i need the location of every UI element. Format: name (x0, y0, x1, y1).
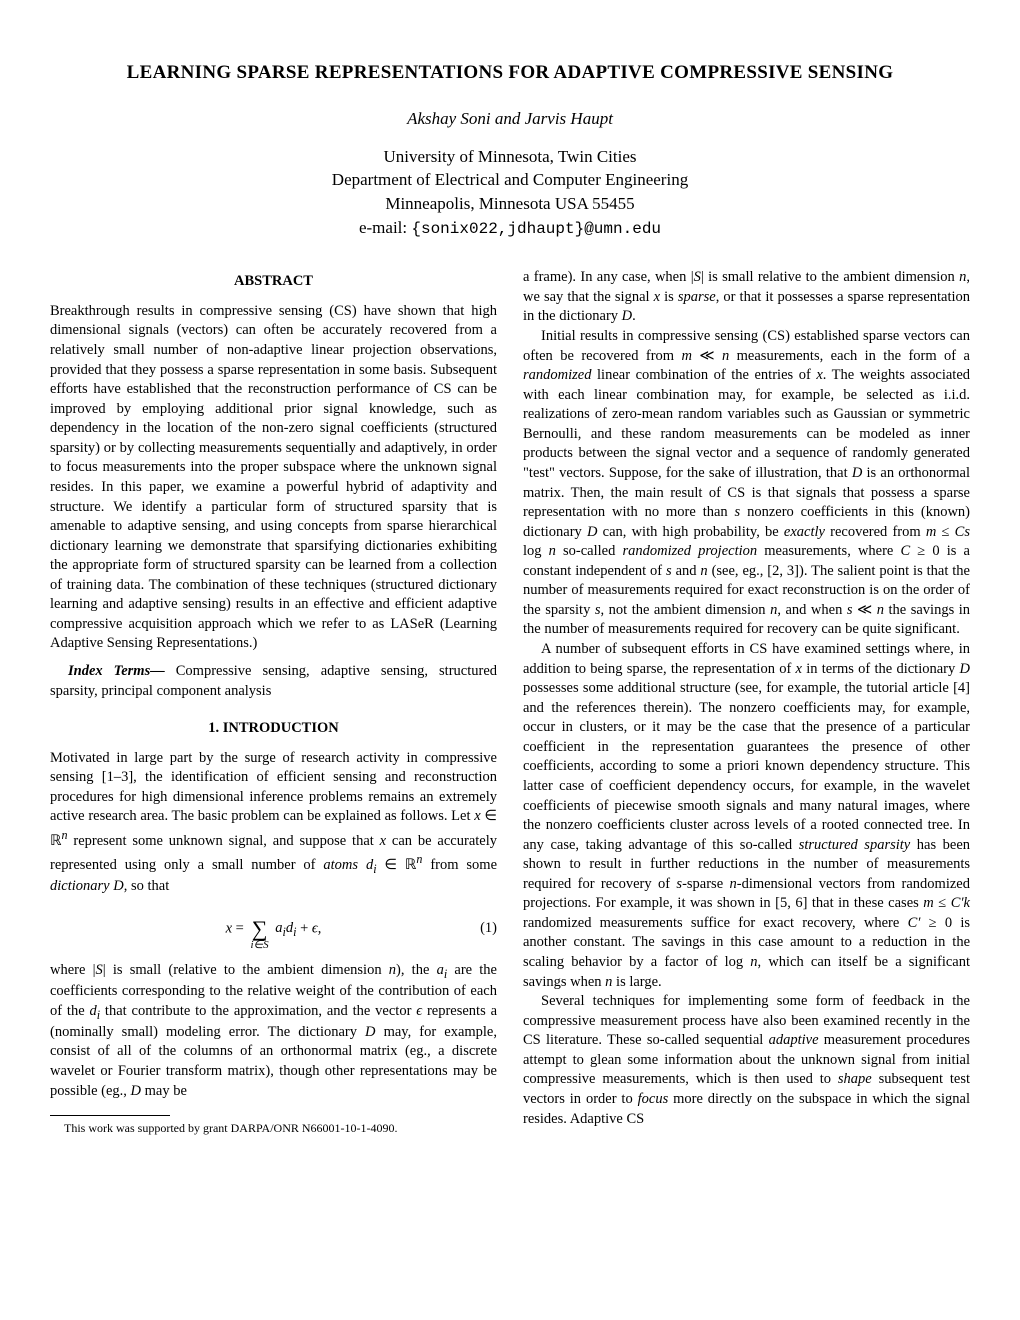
email-address: {sonix022,jdhaupt}@umn.edu (411, 220, 661, 238)
paper-authors: Akshay Soni and Jarvis Haupt (50, 108, 970, 131)
footnote-text: This work was supported by grant DARPA/O… (50, 1120, 497, 1136)
index-terms: Index Terms— Compressive sensing, adapti… (50, 662, 497, 701)
body-paragraph: Several techniques for implementing some… (523, 992, 970, 1129)
body-paragraph: A number of subsequent efforts in CS hav… (523, 640, 970, 992)
paper-title: LEARNING SPARSE REPRESENTATIONS FOR ADAP… (50, 60, 970, 86)
intro-heading: 1. INTRODUCTION (50, 719, 497, 739)
intro-paragraph-2: where |S| is small (relative to the ambi… (50, 961, 497, 1101)
intro-paragraph: Motivated in large part by the surge of … (50, 749, 497, 897)
equation-number: (1) (480, 919, 497, 939)
equation-1: x = ∑ i∈S aidi + ϵ, (1) (50, 907, 497, 951)
two-column-layout: ABSTRACT Breakthrough results in compres… (50, 268, 970, 1136)
body-paragraph: a frame). In any case, when |S| is small… (523, 268, 970, 327)
right-column: a frame). In any case, when |S| is small… (523, 268, 970, 1136)
body-paragraph: Initial results in compressive sensing (… (523, 327, 970, 640)
left-column: ABSTRACT Breakthrough results in compres… (50, 268, 497, 1136)
footnote-rule (50, 1115, 170, 1116)
abstract-heading: ABSTRACT (50, 272, 497, 292)
equation-sub: i∈S (250, 940, 268, 951)
email-label: e-mail: (359, 218, 411, 237)
affiliation-line: University of Minnesota, Twin Cities (50, 145, 970, 169)
affiliation-email: e-mail: {sonix022,jdhaupt}@umn.edu (50, 216, 970, 240)
equation-body: x = ∑ i∈S aidi + ϵ, (226, 907, 322, 951)
paper-affiliation: University of Minnesota, Twin Cities Dep… (50, 145, 970, 241)
index-terms-label: Index Terms— (68, 663, 176, 679)
affiliation-line: Department of Electrical and Computer En… (50, 168, 970, 192)
affiliation-line: Minneapolis, Minnesota USA 55455 (50, 192, 970, 216)
abstract-text: Breakthrough results in compressive sens… (50, 302, 497, 654)
